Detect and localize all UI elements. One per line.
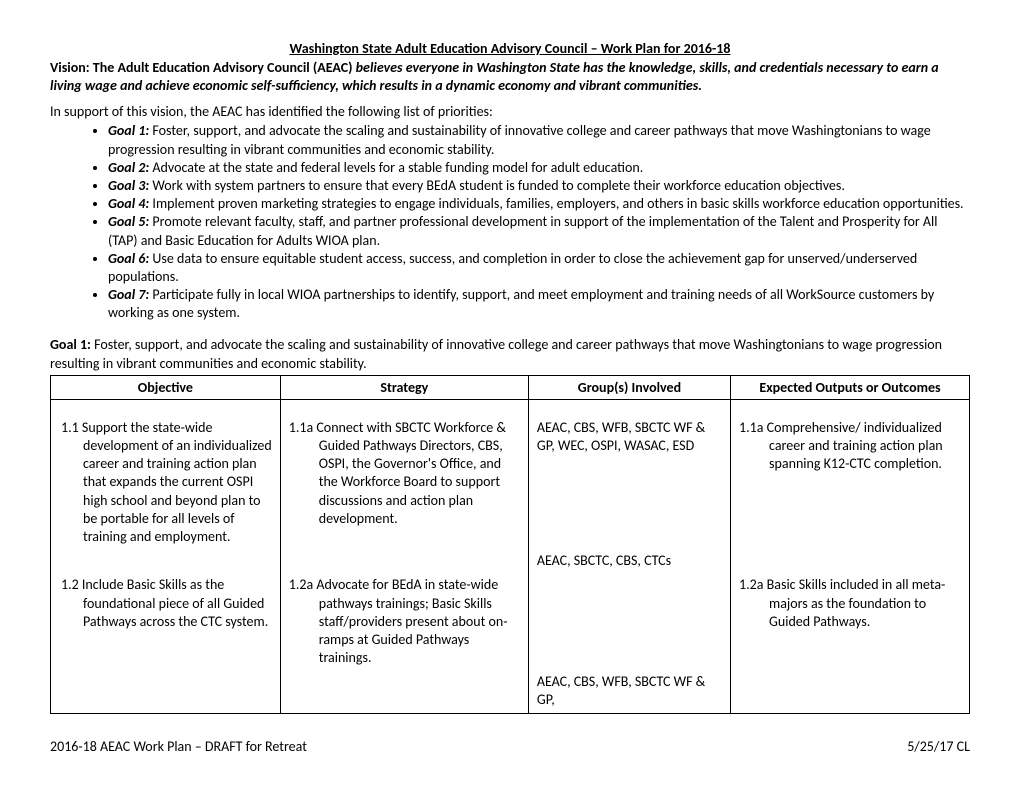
goal1-restate: Goal 1: Foster, support, and advocate th… [50, 336, 970, 372]
table-row [51, 399, 970, 416]
footer-left: 2016-18 AEAC Work Plan – DRAFT for Retre… [50, 738, 307, 755]
cell-groups [528, 573, 730, 670]
goal-label: Goal 6: [108, 250, 149, 267]
goal-item: Goal 5: Promote relevant faculty, staff,… [108, 213, 970, 249]
goal-item: Goal 3: Work with system partners to ens… [108, 177, 970, 195]
header-objective: Objective [51, 375, 281, 399]
goal-text: Work with system partners to ensure that… [149, 177, 845, 194]
table-header-row: Objective Strategy Group(s) Involved Exp… [51, 375, 970, 399]
goal-text: Promote relevant faculty, staff, and par… [108, 213, 937, 248]
goal1-restate-label: Goal 1: [50, 336, 91, 353]
cell-objective [51, 549, 281, 573]
goal-text: Foster, support, and advocate the scalin… [108, 122, 931, 157]
goal-item: Goal 4: Implement proven marketing strat… [108, 195, 970, 213]
table-row: AEAC, SBCTC, CBS, CTCs [51, 549, 970, 573]
goal-label: Goal 4: [108, 195, 149, 212]
goal-label: Goal 1: [108, 122, 149, 139]
cell-strategy: 1.1a Connect with SBCTC Workforce & Guid… [280, 416, 528, 549]
goal-label: Goal 2: [108, 159, 149, 176]
cell-objective: 1.1 Support the state-wide development o… [51, 416, 281, 549]
cell-groups: AEAC, CBS, WFB, SBCTC WF & GP, WEC, OSPI… [528, 416, 730, 549]
goals-list: Goal 1: Foster, support, and advocate th… [50, 122, 970, 322]
goal-label: Goal 7: [108, 286, 149, 303]
cell-strategy: 1.2a Advocate for BEdA in state-wide pat… [280, 573, 528, 670]
cell-groups: AEAC, SBCTC, CBS, CTCs [528, 549, 730, 573]
cell-strategy [280, 670, 528, 713]
goal-label: Goal 5: [108, 213, 149, 230]
goal-item: Goal 1: Foster, support, and advocate th… [108, 122, 970, 158]
goal-text: Advocate at the state and federal levels… [149, 159, 643, 176]
header-strategy: Strategy [280, 375, 528, 399]
table-row: 1.2 Include Basic Skills as the foundati… [51, 573, 970, 670]
cell-strategy [280, 549, 528, 573]
intro-text: In support of this vision, the AEAC has … [50, 103, 970, 120]
cell-groups: AEAC, CBS, WFB, SBCTC WF & GP, [528, 670, 730, 713]
goal-label: Goal 3: [108, 177, 149, 194]
table-row: AEAC, CBS, WFB, SBCTC WF & GP, [51, 670, 970, 713]
cell-outcomes: 1.1a Comprehensive/ individualized caree… [731, 416, 970, 549]
footer-right: 5/25/17 CL [907, 738, 970, 755]
goal1-restate-text: Foster, support, and advocate the scalin… [50, 336, 942, 371]
workplan-table: Objective Strategy Group(s) Involved Exp… [50, 375, 970, 714]
cell-outcomes [731, 549, 970, 573]
document-title: Washington State Adult Education Advisor… [50, 40, 970, 57]
goal-item: Goal 6: Use data to ensure equitable stu… [108, 250, 970, 286]
vision-label: Vision: The Adult Education Advisory Cou… [50, 59, 356, 76]
goal-text: Implement proven marketing strategies to… [149, 195, 963, 212]
page-footer: 2016-18 AEAC Work Plan – DRAFT for Retre… [50, 738, 970, 755]
header-outcomes: Expected Outputs or Outcomes [731, 375, 970, 399]
cell-objective [51, 670, 281, 713]
table-row: 1.1 Support the state-wide development o… [51, 416, 970, 549]
vision-statement: Vision: The Adult Education Advisory Cou… [50, 59, 970, 95]
cell-outcomes [731, 670, 970, 713]
cell-objective: 1.2 Include Basic Skills as the foundati… [51, 573, 281, 670]
goal-text: Use data to ensure equitable student acc… [108, 250, 917, 285]
goal-item: Goal 7: Participate fully in local WIOA … [108, 286, 970, 322]
cell-outcomes: 1.2a Basic Skills included in all meta-m… [731, 573, 970, 670]
goal-text: Participate fully in local WIOA partners… [108, 286, 934, 321]
header-groups: Group(s) Involved [528, 375, 730, 399]
goal-item: Goal 2: Advocate at the state and federa… [108, 159, 970, 177]
